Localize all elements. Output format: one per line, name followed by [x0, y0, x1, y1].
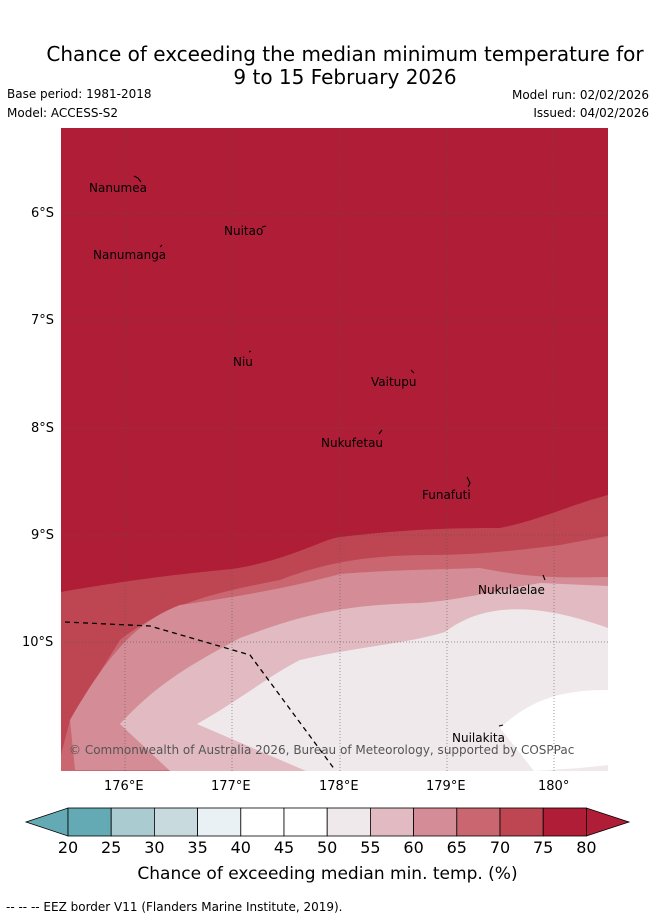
colorbar-tick-label: 45: [264, 839, 304, 857]
lat-tick-label: 10°S: [22, 635, 53, 650]
lon-tick-label: 178°E: [319, 779, 359, 794]
lon-tick-label: 177°E: [211, 779, 251, 794]
eez-footer-note: -- -- -- EEZ border V11 (Flanders Marine…: [6, 900, 343, 914]
colorbar-tick-label: 25: [91, 839, 131, 857]
lat-tick-label: 6°S: [31, 206, 54, 221]
lon-tick-label: 180°: [538, 779, 569, 794]
colorbar-tick-label: 30: [134, 839, 174, 857]
place-label: Nuitao: [224, 224, 263, 239]
lat-tick-label: 8°S: [31, 421, 54, 436]
lon-tick-label: 179°E: [426, 779, 466, 794]
colorbar-title: Chance of exceeding median min. temp. (%…: [0, 864, 655, 884]
place-label: Nanumea: [89, 181, 147, 196]
lat-tick-label: 7°S: [31, 313, 54, 328]
colorbar-tick-label: 75: [523, 839, 563, 857]
place-label: Nukulaelae: [478, 583, 545, 598]
colorbar-tick-label: 70: [480, 839, 520, 857]
colorbar-tick-label: 20: [48, 839, 88, 857]
colorbar-tick-label: 35: [178, 839, 218, 857]
place-label: Funafuti: [422, 488, 471, 503]
place-label: Vaitupu: [371, 375, 417, 390]
lat-tick-label: 9°S: [31, 528, 54, 543]
place-label: Nanumanga: [93, 248, 166, 263]
place-label: Niu: [233, 355, 253, 370]
colorbar-tick-label: 60: [394, 839, 434, 857]
place-label: Nukufetau: [321, 436, 383, 451]
colorbar-tick-label: 40: [221, 839, 261, 857]
colorbar-tick-label: 50: [307, 839, 347, 857]
map-copyright: © Commonwealth of Australia 2026, Bureau…: [69, 743, 574, 758]
colorbar-tick-label: 65: [437, 839, 477, 857]
lon-tick-label: 176°E: [104, 779, 144, 794]
colorbar-tick-label: 80: [566, 839, 606, 857]
colorbar-tick-label: 55: [350, 839, 390, 857]
